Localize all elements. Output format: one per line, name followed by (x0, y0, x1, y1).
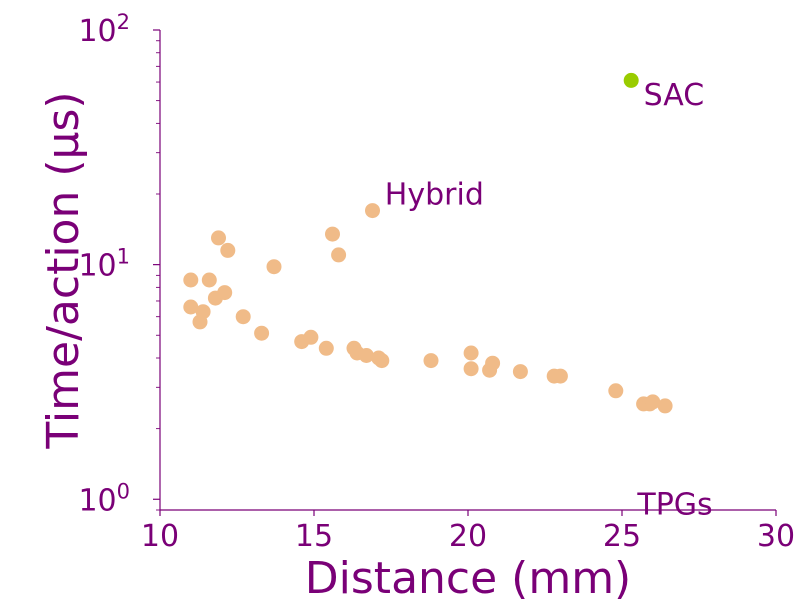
tpg-point-3 (195, 304, 211, 320)
tpg-point-11 (266, 259, 282, 275)
tpg-point-16 (331, 247, 347, 263)
x-tick-label: 15 (295, 519, 333, 554)
x-tick-label: 10 (141, 519, 179, 554)
tpg-point-13 (303, 329, 319, 345)
tpg-point-30 (552, 368, 568, 384)
tpg-point-25 (463, 361, 479, 377)
tpg-point-20 (365, 203, 380, 219)
x-tick-label: 30 (757, 519, 795, 554)
tpg-point-31 (608, 383, 624, 399)
tpg-point-7 (217, 285, 233, 301)
tpg-point-4 (201, 272, 217, 288)
tpg-point-24 (463, 345, 479, 361)
x-tick-label: 25 (603, 519, 641, 554)
y-tick-label: 101 (78, 245, 130, 284)
tpg-point-27 (485, 355, 501, 371)
y-axis-title: Time/action (μs) (38, 91, 89, 449)
plot-area (183, 72, 673, 414)
tpg-point-0 (183, 272, 199, 288)
annotation-hybrid: Hybrid (385, 178, 484, 213)
tpg-point-19 (358, 348, 374, 363)
tpg-point-15 (325, 226, 340, 242)
tpg-point-14 (318, 340, 334, 356)
tpg-point-9 (235, 309, 251, 325)
axes: 10 15 20 25 30 100 101 102 SAC Hybrid TPGs (78, 10, 795, 554)
tpg-point-23 (423, 353, 439, 369)
tpg-point-35 (657, 398, 673, 414)
y-tick-label: 102 (78, 10, 130, 49)
tpg-point-22 (374, 353, 390, 369)
y-tick-label: 100 (78, 479, 130, 518)
x-axis-title: Distance (mm) (305, 553, 631, 600)
tpg-point-8 (220, 242, 236, 258)
sac-point-0 (623, 72, 639, 88)
annotation-sac: SAC (644, 78, 705, 113)
tpg-point-10 (254, 325, 270, 341)
tpg-point-1 (183, 299, 199, 315)
tpg-point-6 (211, 230, 226, 246)
annotation-tpgs: TPGs (636, 488, 712, 523)
x-tick-label: 20 (449, 519, 487, 554)
tpg-point-28 (512, 364, 528, 380)
tpg-point-34 (645, 394, 661, 410)
